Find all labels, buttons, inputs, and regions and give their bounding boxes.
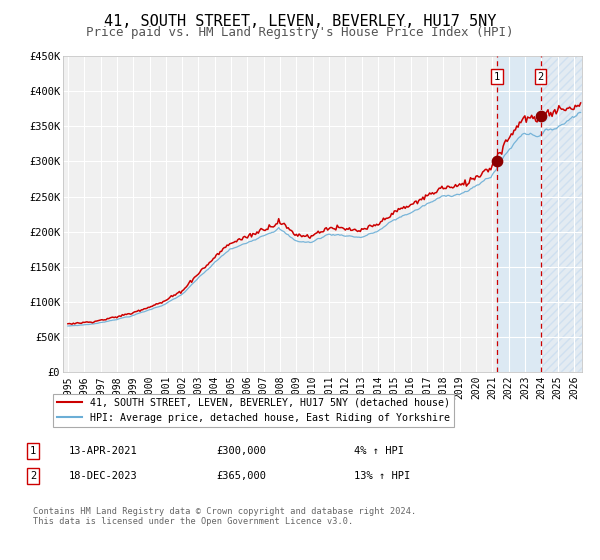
Legend: 41, SOUTH STREET, LEVEN, BEVERLEY, HU17 5NY (detached house), HPI: Average price: 41, SOUTH STREET, LEVEN, BEVERLEY, HU17 …	[53, 394, 454, 427]
Text: £300,000: £300,000	[216, 446, 266, 456]
Point	[492, 157, 502, 166]
Text: £365,000: £365,000	[216, 471, 266, 481]
Text: 18-DEC-2023: 18-DEC-2023	[69, 471, 138, 481]
Text: 2: 2	[538, 72, 544, 82]
Bar	[497, 56, 541, 372]
Text: 4% ↑ HPI: 4% ↑ HPI	[354, 446, 404, 456]
Text: Contains HM Land Registry data © Crown copyright and database right 2024.
This d: Contains HM Land Registry data © Crown c…	[33, 507, 416, 526]
Text: 41, SOUTH STREET, LEVEN, BEVERLEY, HU17 5NY: 41, SOUTH STREET, LEVEN, BEVERLEY, HU17 …	[104, 14, 496, 29]
Text: 1: 1	[30, 446, 36, 456]
Text: 13-APR-2021: 13-APR-2021	[69, 446, 138, 456]
Point	[536, 111, 545, 120]
Text: 13% ↑ HPI: 13% ↑ HPI	[354, 471, 410, 481]
Text: 2: 2	[30, 471, 36, 481]
Bar	[541, 56, 582, 372]
Text: 1: 1	[494, 72, 500, 82]
Text: Price paid vs. HM Land Registry's House Price Index (HPI): Price paid vs. HM Land Registry's House …	[86, 26, 514, 39]
